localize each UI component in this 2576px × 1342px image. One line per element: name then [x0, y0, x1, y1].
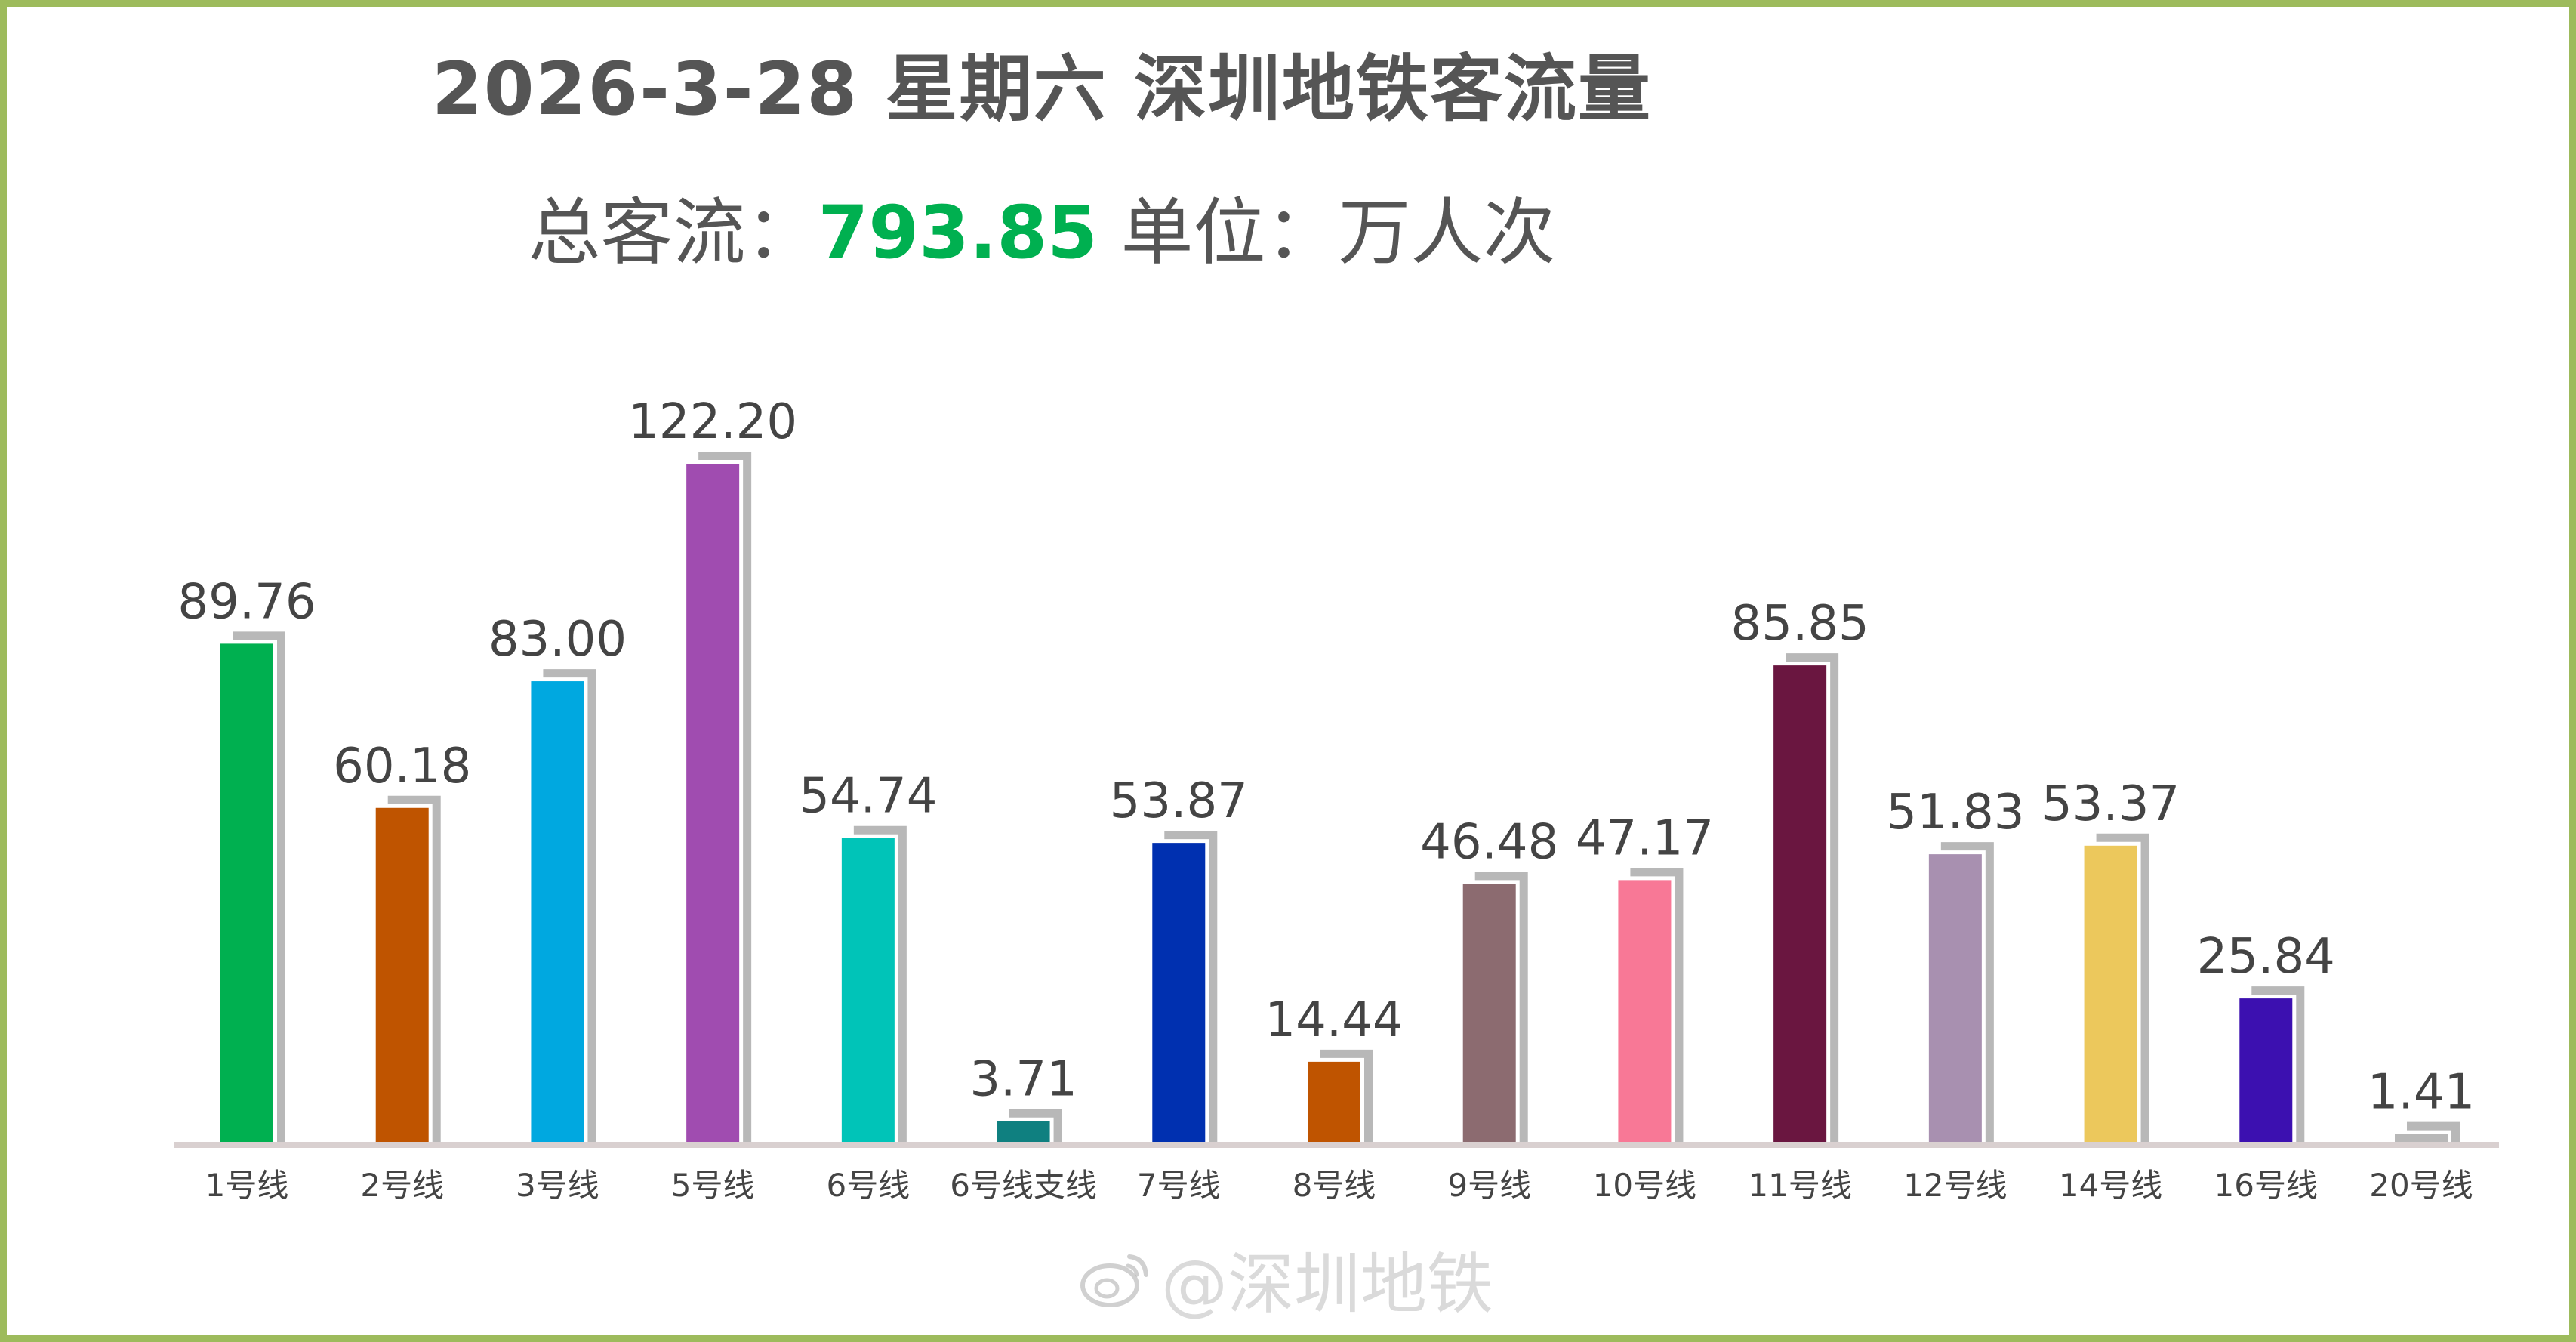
data-label: 53.37: [2041, 776, 2180, 832]
bar-shadow: [2407, 1121, 2460, 1142]
bar-shadow: [1786, 653, 1839, 1142]
bar-shadow: [543, 669, 596, 1142]
bar-shadow: [233, 631, 285, 1142]
unit-text: 单位：万人次: [1120, 190, 1556, 275]
bar: [2084, 845, 2137, 1142]
data-label: 25.84: [2197, 929, 2335, 985]
bar: [686, 464, 740, 1142]
bar: [1773, 665, 1827, 1142]
watermark-text: @深圳地铁: [1161, 1245, 1494, 1323]
x-tick-label: 12号线: [1903, 1167, 2007, 1204]
bar-shadow: [2096, 833, 2149, 1142]
data-label: 3.71: [969, 1052, 1077, 1108]
bar: [1308, 1061, 1360, 1142]
bar-shadow: [1009, 1109, 1062, 1142]
watermark: @深圳地铁: [1080, 1231, 1493, 1327]
x-axis-line: [174, 1142, 2499, 1148]
bar-shadow: [698, 452, 752, 1142]
x-tick-label: 2号线: [360, 1167, 444, 1204]
data-label: 53.87: [1110, 773, 1248, 829]
data-label: 51.83: [1886, 785, 2024, 841]
bar: [1462, 884, 1516, 1142]
data-label: 83.00: [488, 612, 627, 668]
bar: [997, 1121, 1050, 1142]
total-label: 总客流：: [528, 190, 818, 275]
bar: [2239, 998, 2293, 1142]
bar-shadow: [1320, 1049, 1373, 1142]
x-tick-label: 7号线: [1137, 1167, 1221, 1204]
bar: [531, 681, 584, 1142]
x-tick-label: 16号线: [2214, 1167, 2318, 1204]
bar: [1618, 880, 1672, 1142]
bar: [1928, 854, 1982, 1142]
bar-shadow: [387, 795, 441, 1142]
bar: [1152, 843, 1206, 1142]
x-tick-label: 11号线: [1748, 1167, 1851, 1204]
x-tick-label: 8号线: [1293, 1167, 1376, 1204]
bar: [375, 807, 429, 1142]
x-tick-label: 6号线支线: [950, 1167, 1097, 1204]
bar-shadow: [1630, 868, 1684, 1142]
bar: [841, 838, 895, 1142]
x-tick-label: 20号线: [2369, 1167, 2473, 1204]
total-value: 793.85: [818, 190, 1098, 275]
bar: [2395, 1134, 2448, 1142]
weibo-icon: [1080, 1254, 1148, 1307]
data-label: 14.44: [1265, 992, 1403, 1048]
bar: [220, 643, 273, 1142]
chart-subtitle: 总客流：793.85 单位：万人次: [0, 174, 2084, 279]
data-label: 46.48: [1420, 814, 1558, 870]
x-tick-label: 9号线: [1447, 1167, 1531, 1204]
bar-shadow: [1474, 872, 1528, 1142]
data-label: 122.20: [628, 394, 797, 450]
x-tick-label: 1号线: [205, 1167, 289, 1204]
data-label: 89.76: [177, 574, 316, 630]
data-label: 47.17: [1576, 810, 1714, 866]
data-label: 60.18: [333, 739, 471, 794]
chart-title: 2026-3-28 星期六 深圳地铁客流量: [431, 47, 1653, 131]
data-label: 54.74: [799, 769, 937, 825]
bar-shadow: [1164, 831, 1218, 1142]
bar-shadow: [1940, 842, 1994, 1142]
x-tick-label: 5号线: [671, 1167, 755, 1204]
x-tick-label: 10号线: [1593, 1167, 1696, 1204]
x-tick-label: 14号线: [2059, 1167, 2162, 1204]
bar-shadow: [2251, 986, 2305, 1142]
data-label: 85.85: [1731, 596, 1869, 652]
bar-shadow: [853, 825, 907, 1142]
x-tick-label: 3号线: [516, 1167, 599, 1204]
x-tick-label: 6号线: [826, 1167, 910, 1204]
data-label: 1.41: [2368, 1065, 2476, 1121]
